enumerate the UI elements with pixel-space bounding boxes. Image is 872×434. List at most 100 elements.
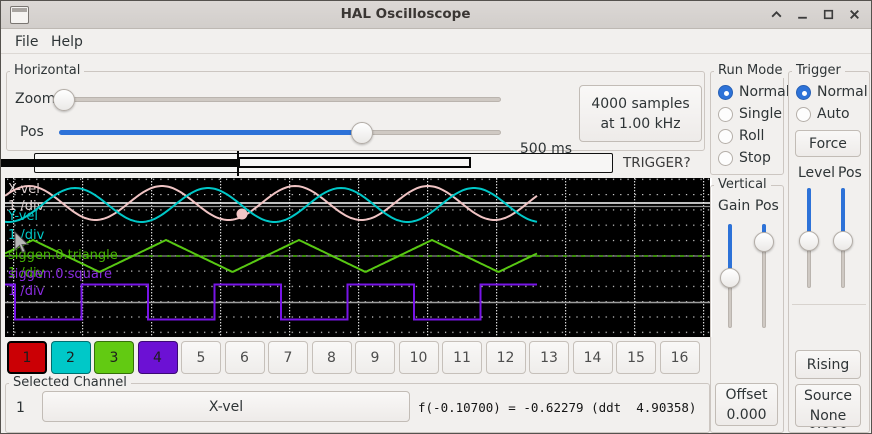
h-pos-label: Pos [20,124,44,140]
gain-label: Gain [718,198,751,214]
channel-button-3[interactable]: 3 [94,341,134,374]
zoom-slider[interactable] [53,89,503,111]
gain-slider[interactable] [718,222,742,330]
close-button[interactable] [841,1,867,28]
zoom-label: Zoom [15,91,56,107]
horizontal-group-label: Horizontal [10,63,85,78]
menu-help[interactable]: Help [51,34,83,50]
trace-X-vel [5,184,538,221]
scope-grid-columns [5,178,710,337]
trace-Y-vel [5,186,538,223]
trigger-position-bar[interactable]: TRIGGER? [1,150,710,177]
samples-button[interactable]: 4000 samples at 1.00 kHz [579,85,702,142]
radio-normal[interactable]: Normal [711,81,790,103]
trigger-mode-options: Normal Auto [789,72,869,125]
radio-stop[interactable]: Stop [711,147,783,169]
minimize-button[interactable] [789,1,815,28]
channel-button-9[interactable]: 9 [355,341,395,374]
slider-fill[interactable] [728,224,732,279]
channel-button-4[interactable]: 4 [137,341,178,374]
radio-label: Normal [817,84,868,100]
slider-track[interactable] [59,97,501,102]
trace-siggen.0.square [5,283,537,321]
trace-siggen.0.triangle [5,238,538,273]
slider-fill[interactable] [807,188,811,241]
slider-handle[interactable] [350,122,373,144]
shade-button[interactable] [763,1,789,28]
window-title: HAL Oscilloscope [340,6,471,22]
trigger-group-label: Trigger [792,63,845,78]
source-button[interactable]: Source None [795,384,861,427]
slider-handle[interactable] [754,231,774,252]
edge-button[interactable]: Rising [795,350,861,379]
slider-handle[interactable] [720,268,740,289]
maximize-button[interactable] [815,1,841,28]
h-pos-slider[interactable] [57,122,503,144]
vertical-group-label: Vertical [714,177,771,192]
selected-channel-group: Selected Channel 1 X-vel f(-0.10700) = -… [5,375,710,433]
channel-label: X-vel [8,182,40,197]
channel-button-6[interactable]: 6 [224,341,265,374]
radio-roll[interactable]: Roll [711,125,783,147]
channel-button-5[interactable]: 5 [181,341,221,374]
channel-button-15[interactable]: 15 [616,341,656,374]
channel-button-1[interactable]: 1 [7,341,47,374]
radio-auto[interactable]: Auto [789,103,869,125]
radio-label: Normal [739,84,790,100]
menubar: File Help [1,29,871,54]
radio-circle[interactable] [796,106,811,122]
vertical-group: Vertical Gain Pos Scale 1 /div Offset 0.… [710,177,784,433]
channel-button-10[interactable]: 10 [398,341,439,374]
trigger-question-label: TRIGGER? [623,155,691,171]
channel-scale-label: 1 /div [8,266,45,281]
v-pos-slider[interactable] [752,222,776,330]
channel-button-16[interactable]: 16 [659,341,700,374]
offset-button[interactable]: Offset 0.000 [715,383,778,426]
channel-button-2[interactable]: 2 [50,341,91,374]
radio-circle[interactable] [796,84,811,100]
channel-button-8[interactable]: 8 [311,341,352,374]
selected-channel-number: 1 [16,400,25,416]
slider-fill[interactable] [841,188,845,241]
radio-label: Roll [739,128,765,144]
mouse-cursor [14,230,30,254]
trigger-pos-col-label: Pos [838,165,862,181]
horizontal-group: Horizontal [6,63,705,151]
trigger-marker[interactable] [237,151,239,176]
run-mode-group: Run Mode Normal Single Roll Stop [710,63,790,175]
radio-circle[interactable] [718,128,733,144]
radio-circle[interactable] [718,150,733,166]
trigger-level-col-label: Level [798,165,835,181]
radio-label: Stop [739,150,771,166]
channel-button-7[interactable]: 7 [268,341,308,374]
trigger-pos-slider[interactable] [831,186,855,290]
slider-handle[interactable] [53,89,76,111]
scope-area: X-vel 1 /div Y-vel 1 /div siggen.0.triangle 1… [5,178,712,337]
menu-file[interactable]: File [15,34,39,50]
radio-label: Auto [817,106,850,122]
channel-label: siggen.0.square [8,267,112,282]
slider-fill[interactable] [59,130,362,135]
slider-handle[interactable] [799,231,819,251]
channel-button-12[interactable]: 12 [485,341,526,374]
radio-circle[interactable] [718,84,733,100]
force-button[interactable]: Force [795,130,861,157]
trigger-level-slider[interactable] [797,186,821,290]
channel-button-14[interactable]: 14 [572,341,613,374]
channel-button-13[interactable]: 13 [529,341,569,374]
radio-label: Single [739,106,783,122]
trigger-point-dot[interactable] [236,208,248,220]
radio-normal[interactable]: Normal [789,81,869,103]
radio-single[interactable]: Single [711,103,783,125]
trigger-bar-fill [1,159,238,167]
slider-handle[interactable] [833,231,853,251]
trigger-separator [792,304,866,305]
channel-button-11[interactable]: 11 [442,341,482,374]
channel-name-button[interactable]: X-vel [42,391,410,422]
run-mode-options: Normal Single Roll Stop [711,72,790,169]
radio-circle[interactable] [718,106,733,122]
trigger-bar-pretrigger [238,157,471,168]
